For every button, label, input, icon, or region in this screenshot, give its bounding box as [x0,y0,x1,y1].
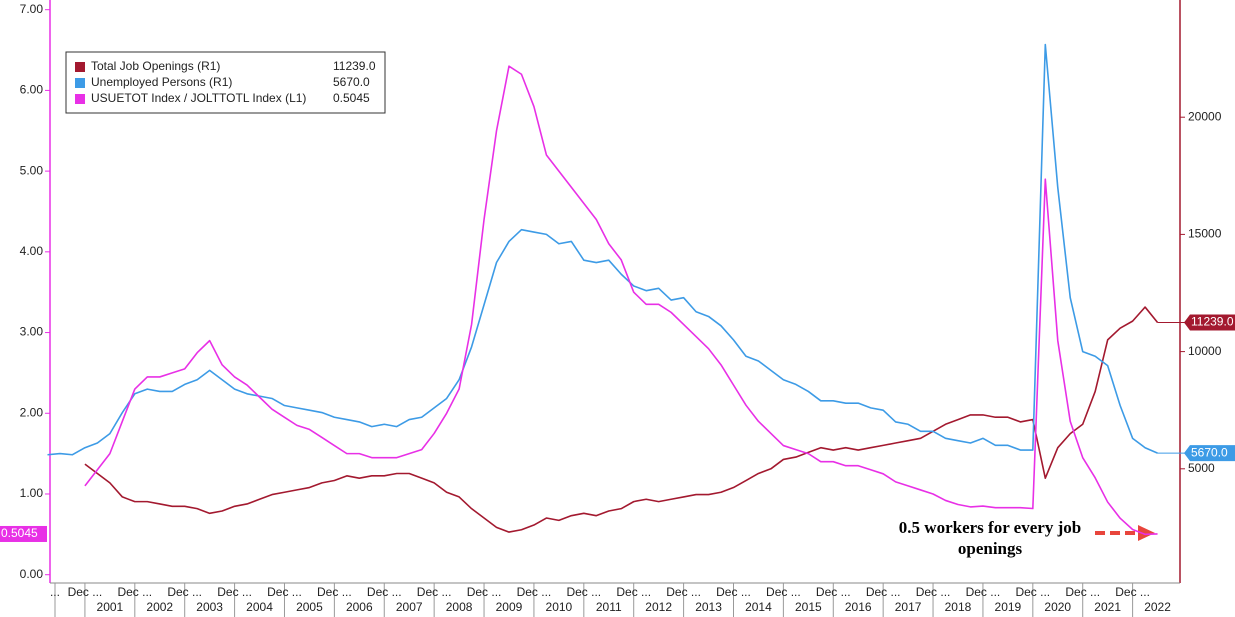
x-year-label: 2016 [845,600,872,614]
legend-value: 11239.0 [333,59,376,73]
legend-label: Unemployed Persons (R1) [91,75,232,89]
series-line [47,43,1158,456]
y-tick-label: 3.00 [20,325,44,339]
x-year-label: 2018 [945,600,972,614]
legend-value: 0.5045 [333,91,370,105]
value-badge [0,525,47,542]
x-tick-label: Dec ... [616,585,651,599]
x-tick-label: Dec ... [517,585,552,599]
value-badge-label: 11239.0 [1191,315,1234,329]
y-tick-label: 6.00 [20,83,44,97]
x-year-label: 2005 [296,600,323,614]
x-tick-label: Dec ... [1065,585,1100,599]
x-tick-label: Dec ... [966,585,1001,599]
value-badge-label: 0.5045 [1,526,38,540]
y2-tick-label: 5000 [1188,461,1215,475]
x-year-label: 2002 [146,600,173,614]
x-tick-label: Dec ... [267,585,302,599]
x-tick-label: Dec ... [167,585,202,599]
x-tick-label: Dec ... [117,585,152,599]
x-tick-label: Dec ... [666,585,701,599]
x-tick-label: Dec ... [816,585,851,599]
x-year-label: 2020 [1044,600,1071,614]
x-year-label: 2010 [546,600,573,614]
x-tick-label: Dec ... [1015,585,1050,599]
x-year-label: 2013 [695,600,722,614]
x-year-label: 2007 [396,600,423,614]
y-tick-label: 0.00 [20,567,44,581]
x-year-label: 2011 [596,600,622,614]
legend-box [65,51,386,114]
x-year-label: 2017 [895,600,922,614]
y2-tick-label: 15000 [1188,227,1222,241]
x-tick-label: Dec ... [716,585,751,599]
x-tick-label: Dec ... [467,585,502,599]
x-tick-label: Dec ... [916,585,951,599]
x-tick-label: ... [50,585,60,599]
x-year-label: 2006 [346,600,373,614]
x-year-label: 2004 [246,600,273,614]
x-tick-label: Dec ... [766,585,801,599]
x-year-label: 2003 [196,600,223,614]
x-year-label: 2014 [745,600,772,614]
x-tick-label: Dec ... [367,585,402,599]
annotation-arrowhead [1138,525,1155,541]
x-tick-label: Dec ... [866,585,901,599]
y-tick-label: 4.00 [20,244,44,258]
legend-swatch [75,94,85,104]
legend-value: 5670.0 [333,75,370,89]
y2-tick-label: 10000 [1188,344,1222,358]
y-tick-label: 7.00 [20,2,44,16]
x-tick-label: Dec ... [217,585,252,599]
x-tick-label: Dec ... [1115,585,1150,599]
y-tick-label: 5.00 [20,163,44,177]
x-year-label: 2001 [97,600,124,614]
x-year-label: 2019 [995,600,1022,614]
series-line [84,65,1158,536]
x-year-label: 2009 [496,600,523,614]
x-tick-label: Dec ... [68,585,103,599]
series-line [84,306,1159,533]
x-tick-label: Dec ... [566,585,601,599]
legend-label: Total Job Openings (R1) [91,59,220,73]
x-year-label: 2008 [446,600,473,614]
value-badge-label: 5670.0 [1191,445,1228,459]
x-tick-label: Dec ... [317,585,352,599]
y-tick-label: 1.00 [20,486,44,500]
value-badge [1184,314,1235,331]
annotation: 0.5 workers for every job [899,518,1081,537]
x-year-label: 2012 [645,600,672,614]
x-year-label: 2022 [1144,600,1171,614]
y-tick-label: 2.00 [20,405,44,419]
legend-swatch [75,62,85,72]
value-badge [1184,445,1235,462]
legend-label: USUETOT Index / JOLTTOTL Index (L1) [91,91,306,105]
x-tick-label: Dec ... [417,585,452,599]
x-year-label: 2021 [1094,600,1121,614]
legend-swatch [75,78,85,88]
x-year-label: 2015 [795,600,822,614]
annotation: openings [958,539,1023,558]
y2-tick-label: 20000 [1188,109,1222,123]
